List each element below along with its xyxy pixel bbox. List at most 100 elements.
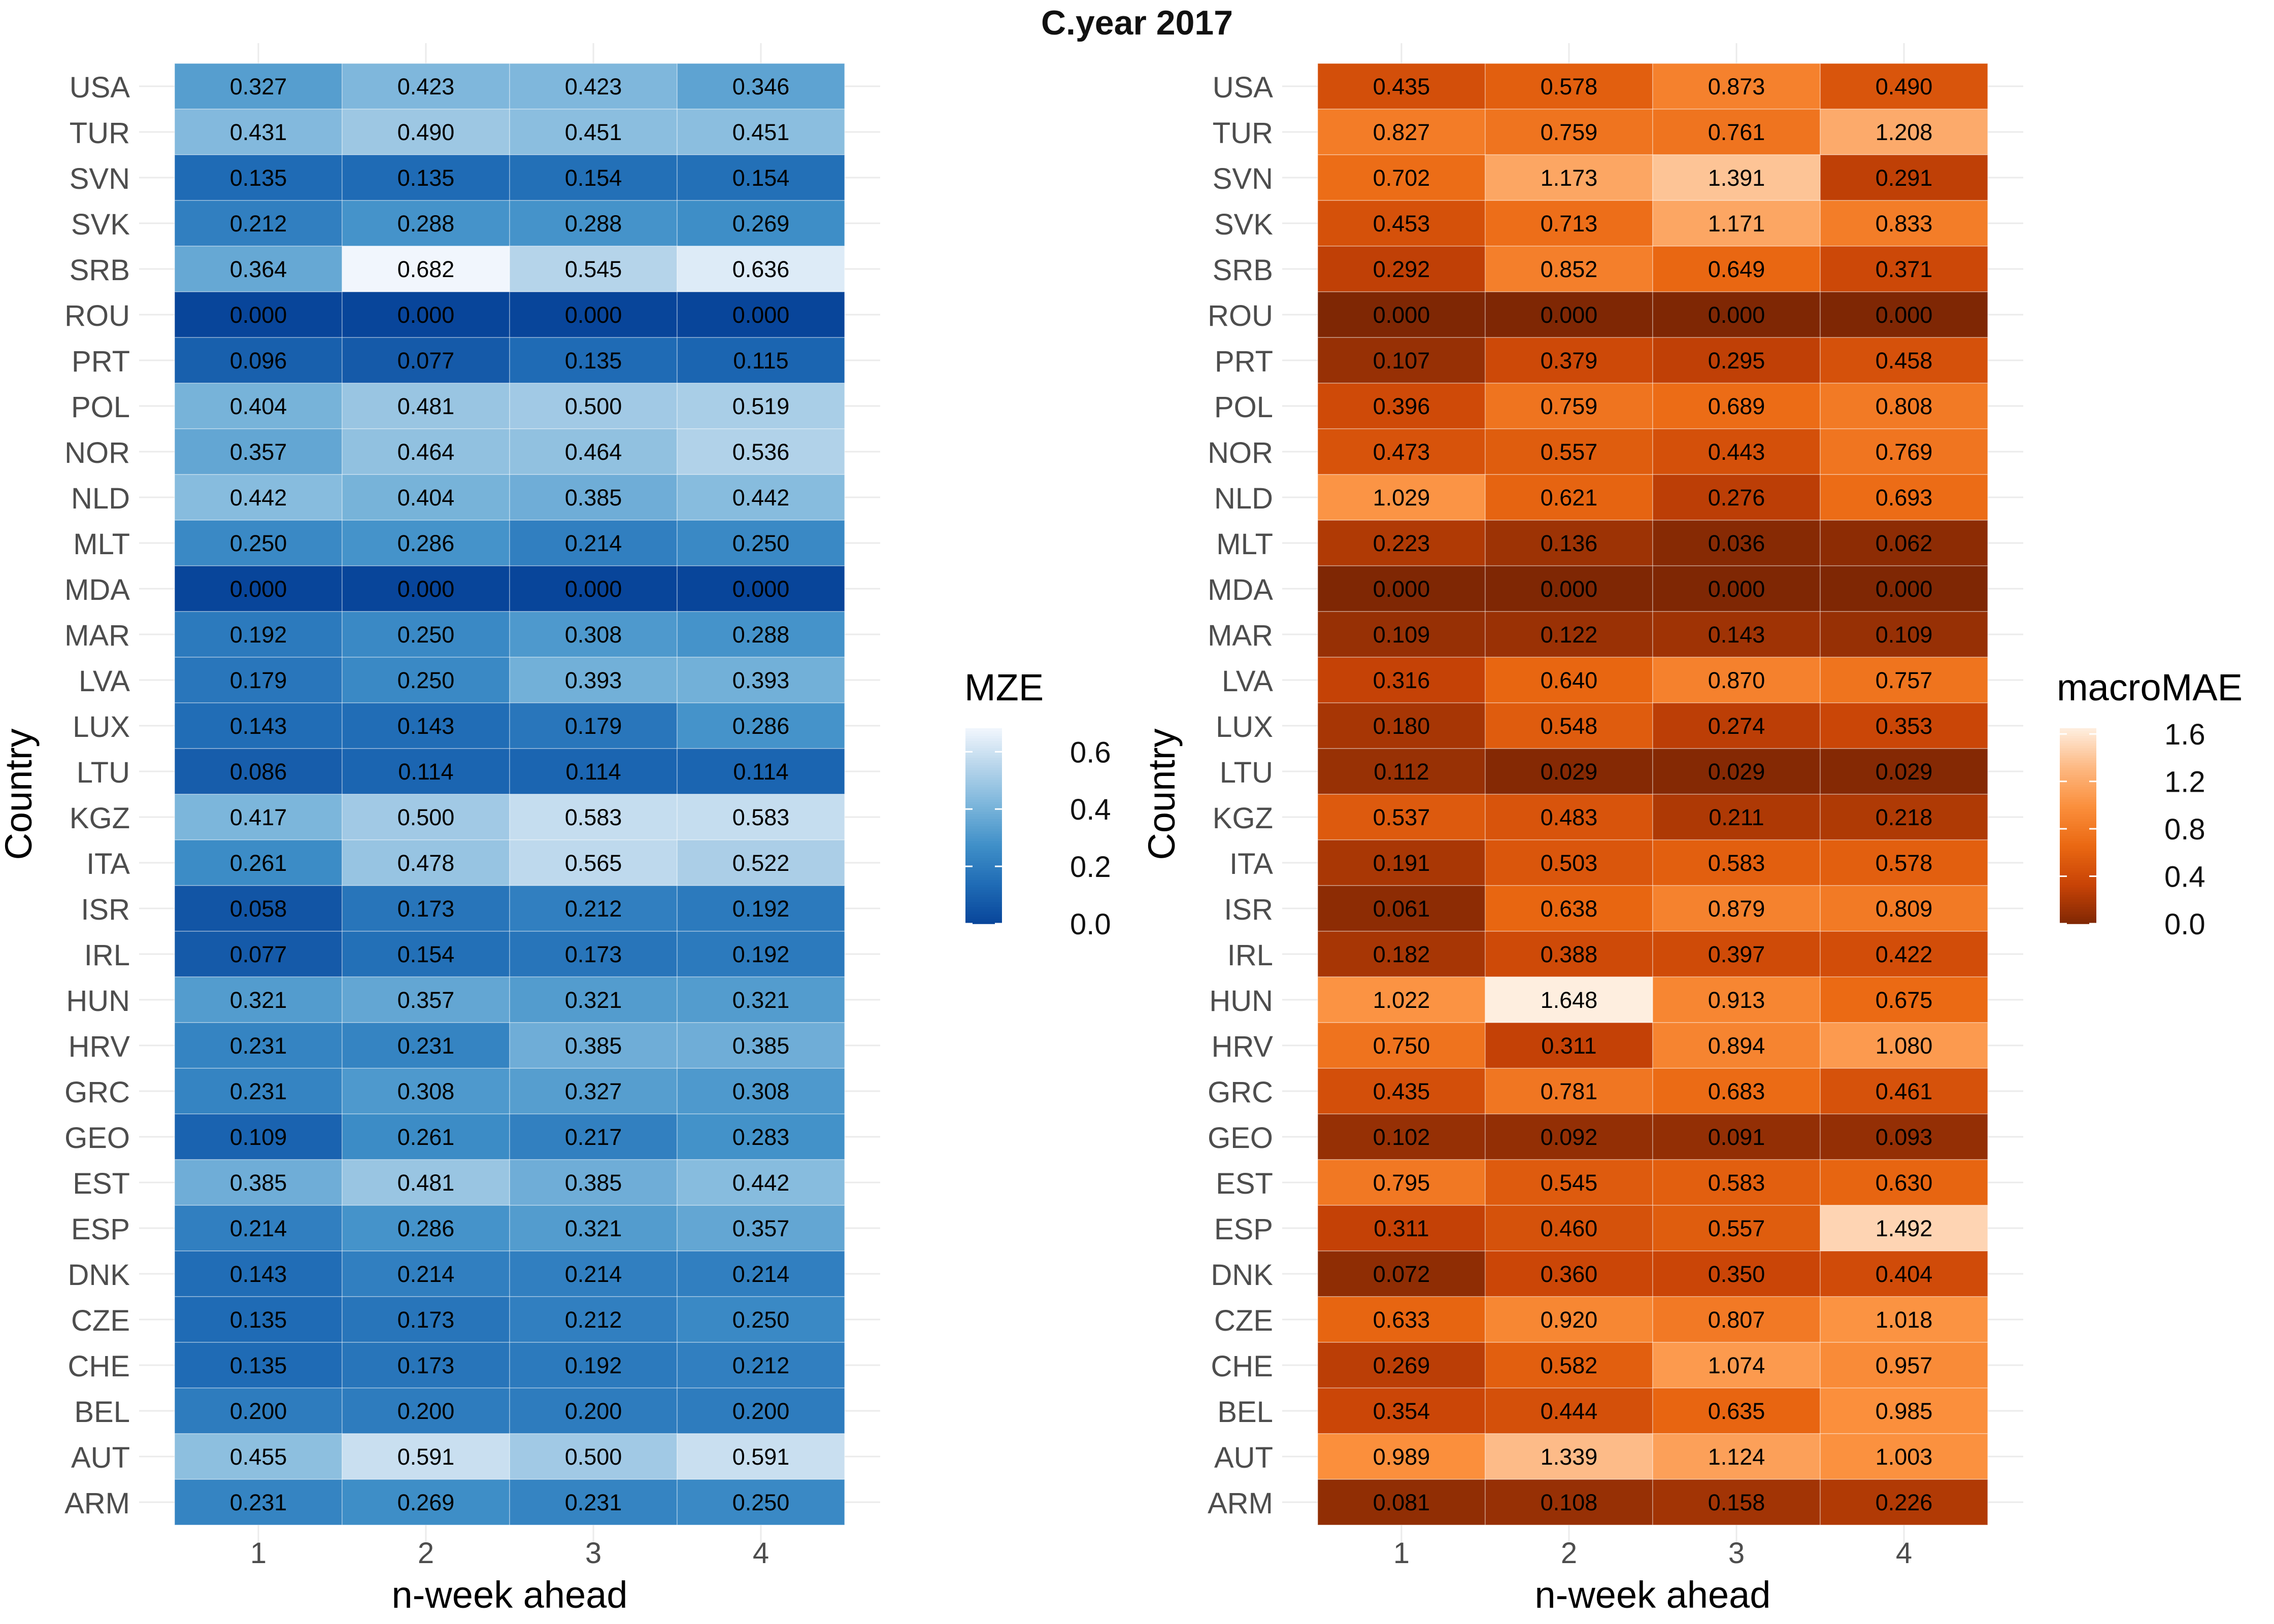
cell-value-label: 0.423	[397, 74, 455, 99]
heatmap-cell	[1820, 839, 1988, 886]
heatmap-cell	[1317, 657, 1486, 703]
heatmap-cell	[509, 1296, 678, 1343]
cell-value-label: 0.250	[397, 622, 455, 648]
cell-value-label: 1.492	[1876, 1215, 1933, 1241]
cell-value-label: 0.548	[1541, 713, 1598, 739]
legend-colorbar-segment	[2060, 872, 2096, 875]
cell-value-label: 0.250	[732, 530, 790, 556]
y-tick-label: BEL	[74, 1396, 130, 1429]
legend-colorbar-segment	[2060, 784, 2096, 788]
cell-value-label: 0.461	[1876, 1078, 1933, 1104]
cell-value-label: 0.218	[1876, 804, 1933, 830]
heatmap-cell	[1317, 1159, 1486, 1206]
cell-value-label: 0.702	[1373, 165, 1430, 191]
legend-colorbar-segment	[2060, 894, 2096, 897]
heatmap-cell	[342, 611, 510, 658]
cell-value-label: 0.295	[1708, 348, 1765, 374]
x-tick-label: 3	[1728, 1537, 1745, 1570]
cell-value-label: 0.827	[1373, 119, 1430, 145]
heatmap-cell	[174, 1388, 343, 1434]
heatmap-cell	[509, 885, 678, 932]
cell-value-label: 0.852	[1541, 256, 1598, 282]
legend-colorbar-segment	[965, 828, 1002, 831]
cell-value-label: 0.920	[1541, 1307, 1598, 1333]
cell-value-label: 1.080	[1876, 1033, 1933, 1059]
heatmap-cell	[1820, 154, 1988, 201]
cell-value-label: 0.404	[397, 485, 455, 511]
cell-value-label: 0.444	[1541, 1398, 1598, 1424]
legend-colorbar-segment	[2060, 901, 2096, 905]
cell-value-label: 0.274	[1708, 713, 1765, 739]
legend-colorbar-segment	[965, 874, 1002, 878]
cell-value-label: 0.621	[1541, 485, 1598, 511]
heatmap-cell	[342, 839, 510, 886]
cell-value-label: 0.250	[230, 530, 287, 556]
cell-value-label: 0.357	[397, 987, 455, 1013]
legend-colorbar-segment	[965, 806, 1002, 809]
legend-colorbar-segment	[965, 816, 1002, 819]
cell-value-label: 0.214	[565, 530, 622, 556]
heatmap-cell	[174, 565, 343, 612]
heatmap-cell	[174, 474, 343, 521]
heatmap-cell	[1652, 154, 1821, 201]
y-tick-label: SRB	[1213, 254, 1273, 287]
cell-value-label: 1.074	[1708, 1352, 1765, 1378]
cell-value-label: 0.288	[732, 622, 790, 648]
cell-value-label: 0.158	[1708, 1490, 1765, 1515]
legend-colorbar-segment	[965, 877, 1002, 881]
legend-colorbar-segment	[2060, 801, 2096, 804]
cell-value-label: 0.321	[565, 1215, 622, 1241]
heatmap-cell	[1820, 337, 1988, 384]
legend-colorbar-segment	[2060, 899, 2096, 902]
y-tick-label: EST	[1216, 1167, 1273, 1200]
cell-value-label: 0.000	[1541, 302, 1598, 328]
heatmap-cell	[1485, 1296, 1653, 1343]
cell-value-label: 0.442	[732, 1170, 790, 1196]
legend-colorbar-segment	[965, 879, 1002, 883]
heatmap-cell	[342, 520, 510, 566]
cell-value-label: 0.989	[1373, 1444, 1430, 1470]
cell-value-label: 0.231	[230, 1033, 287, 1059]
cell-value-label: 0.114	[398, 759, 453, 785]
cell-value-label: 0.761	[1708, 119, 1765, 145]
legend-colorbar-segment	[2060, 831, 2096, 834]
heatmap-cell	[677, 291, 845, 338]
cell-value-label: 0.500	[565, 393, 622, 419]
cell-value-label: 0.058	[230, 896, 287, 922]
cell-value-label: 0.385	[565, 1033, 622, 1059]
y-tick-label: NOR	[64, 436, 130, 469]
cell-value-label: 0.180	[1373, 713, 1430, 739]
legend-colorbar-segment	[965, 833, 1002, 836]
cell-value-label: 0.288	[397, 211, 455, 236]
cell-value-label: 0.490	[1876, 74, 1933, 99]
heatmap-cell	[509, 1022, 678, 1069]
cell-value-label: 0.308	[732, 1078, 790, 1104]
heatmap-cell	[1820, 931, 1988, 977]
heatmap-cell	[1485, 383, 1653, 429]
heatmap-cell	[1820, 1113, 1988, 1160]
cell-value-label: 0.327	[230, 74, 287, 99]
heatmap-cell	[1820, 1068, 1988, 1114]
y-tick-label: SVK	[1214, 208, 1273, 241]
x-tick-label: 2	[418, 1537, 434, 1570]
heatmap-cell	[174, 1479, 343, 1526]
y-tick-label: ESP	[71, 1213, 130, 1246]
cell-value-label: 0.464	[397, 439, 455, 465]
heatmap-cell	[1317, 794, 1486, 840]
legend-colorbar-segment	[2060, 916, 2096, 920]
cell-value-label: 0.808	[1876, 393, 1933, 419]
legend-colorbar-segment	[965, 811, 1002, 815]
heatmap-cell	[174, 931, 343, 977]
cell-value-label: 0.000	[230, 302, 287, 328]
heatmap-cell	[1652, 1113, 1821, 1160]
legend-colorbar-segment	[965, 748, 1002, 751]
y-tick-label: HRV	[1212, 1030, 1274, 1063]
heatmap-cell	[174, 1205, 343, 1251]
y-tick-label: HRV	[69, 1030, 130, 1063]
heatmap-cell	[174, 520, 343, 566]
cell-value-label: 0.250	[397, 667, 455, 693]
legend-colorbar-segment	[2060, 913, 2096, 917]
cell-value-label: 0.640	[1541, 667, 1598, 693]
y-tick-label: TUR	[70, 117, 130, 150]
heatmap-cell	[174, 1159, 343, 1206]
